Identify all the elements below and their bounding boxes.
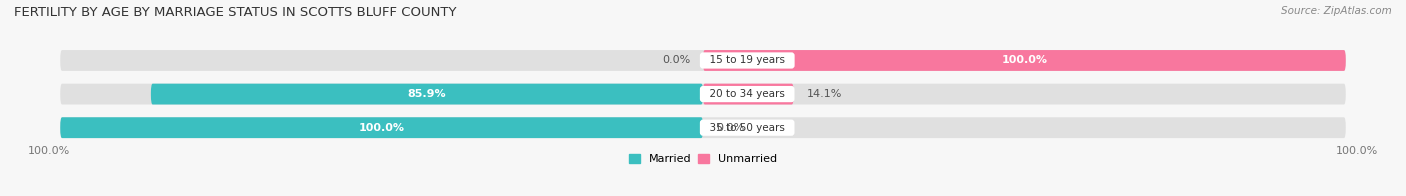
- Text: 100.0%: 100.0%: [28, 146, 70, 156]
- Text: 0.0%: 0.0%: [662, 55, 690, 65]
- Legend: Married, Unmarried: Married, Unmarried: [624, 149, 782, 169]
- Text: 100.0%: 100.0%: [1336, 146, 1378, 156]
- Text: 85.9%: 85.9%: [408, 89, 446, 99]
- Text: 14.1%: 14.1%: [807, 89, 842, 99]
- FancyBboxPatch shape: [60, 84, 1346, 104]
- Text: 15 to 19 years: 15 to 19 years: [703, 55, 792, 65]
- FancyBboxPatch shape: [703, 50, 1346, 71]
- FancyBboxPatch shape: [60, 117, 703, 138]
- Text: 100.0%: 100.0%: [359, 123, 405, 133]
- Text: FERTILITY BY AGE BY MARRIAGE STATUS IN SCOTTS BLUFF COUNTY: FERTILITY BY AGE BY MARRIAGE STATUS IN S…: [14, 6, 457, 19]
- Text: 20 to 34 years: 20 to 34 years: [703, 89, 792, 99]
- FancyBboxPatch shape: [150, 84, 703, 104]
- Text: Source: ZipAtlas.com: Source: ZipAtlas.com: [1281, 6, 1392, 16]
- Text: 0.0%: 0.0%: [716, 123, 744, 133]
- FancyBboxPatch shape: [703, 84, 793, 104]
- FancyBboxPatch shape: [60, 50, 1346, 71]
- Text: 100.0%: 100.0%: [1001, 55, 1047, 65]
- Text: 35 to 50 years: 35 to 50 years: [703, 123, 792, 133]
- FancyBboxPatch shape: [60, 117, 1346, 138]
